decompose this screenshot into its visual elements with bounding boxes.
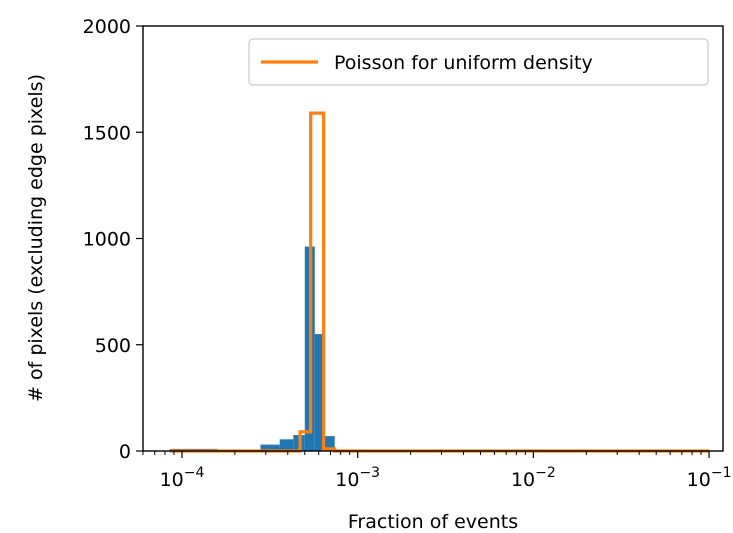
y-tick-label: 2000 xyxy=(83,16,131,38)
y-tick-label: 500 xyxy=(95,335,131,357)
y-tick-label: 0 xyxy=(119,441,131,463)
plot-frame xyxy=(142,25,724,452)
histogram-bar xyxy=(260,444,280,451)
x-tick-label: 10−4 xyxy=(160,465,205,491)
y-tick-label: 1500 xyxy=(83,122,131,144)
histogram-bar xyxy=(324,436,335,451)
x-tick-label: 10−1 xyxy=(687,465,732,491)
histogram-bar xyxy=(314,334,325,451)
y-tick-label: 1000 xyxy=(83,229,131,251)
x-axis-label: Fraction of events xyxy=(348,511,518,533)
x-tick-label: 10−3 xyxy=(335,465,380,491)
y-axis-label: # of pixels (excluding edge pixels) xyxy=(25,74,47,402)
x-ticks: 10−4 10−3 10−2 10−1 xyxy=(142,451,732,491)
x-tick-label: 10−2 xyxy=(511,465,556,491)
step-layer xyxy=(169,111,710,453)
legend: Poisson for uniform density xyxy=(248,38,709,86)
histogram-bar xyxy=(279,439,294,451)
legend-box xyxy=(248,38,709,86)
y-ticks: 0 500 1000 1500 2000 xyxy=(83,16,143,463)
plot-area-background xyxy=(143,26,723,451)
poisson-step-line xyxy=(169,111,710,453)
legend-label-poisson: Poisson for uniform density xyxy=(334,52,593,74)
